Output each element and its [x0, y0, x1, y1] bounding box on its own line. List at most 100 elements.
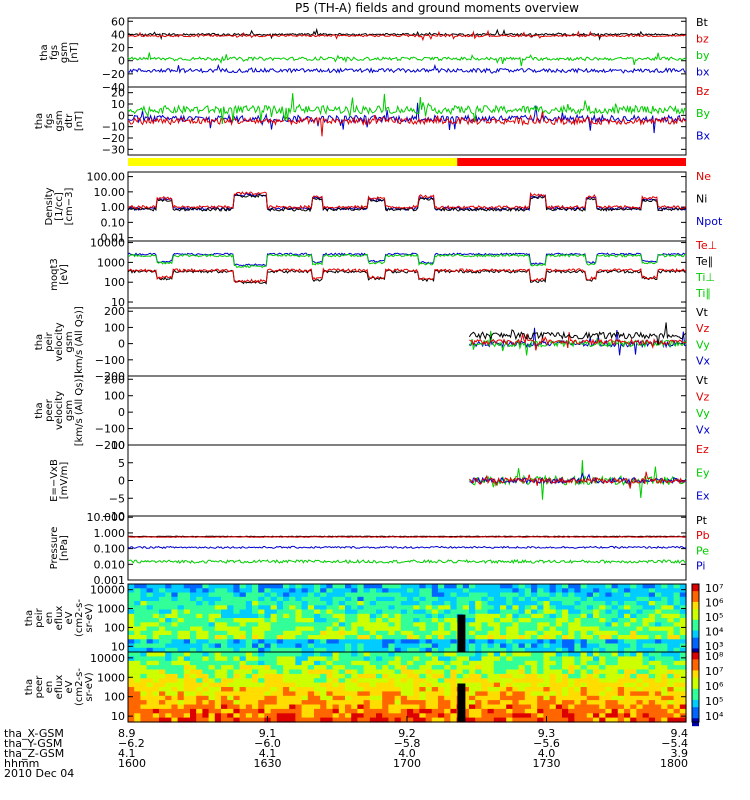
spectrogram-cell: [320, 643, 327, 649]
spectrogram-cell: [400, 682, 408, 688]
spectrogram-cell: [152, 630, 160, 636]
spectrogram-cell: [648, 643, 656, 649]
spectrogram-cell: [227, 643, 234, 649]
spectrogram-cell: [270, 660, 278, 666]
spectrogram-cell: [580, 647, 588, 653]
spectrogram-cell: [630, 669, 637, 675]
spectrogram-cell: [177, 588, 185, 594]
spectrogram-cell: [506, 647, 513, 653]
spectrogram-cell: [456, 609, 464, 615]
spectrogram-cell: [152, 613, 160, 619]
spectrogram-cell: [326, 630, 334, 636]
spectrogram-cell: [301, 717, 309, 723]
spectrogram-cell: [345, 626, 352, 632]
spectrogram-cell: [506, 700, 513, 706]
spectrogram-cell: [332, 669, 340, 675]
spectrogram-cell: [431, 630, 439, 636]
spectrogram-cell: [152, 647, 160, 653]
spectrogram-cell: [208, 652, 216, 657]
spectrogram-cell: [462, 647, 470, 653]
spectrogram-cell: [196, 601, 203, 606]
spectrogram-cell: [648, 678, 656, 684]
spectrogram-cell: [673, 601, 681, 606]
spectrogram-cell: [568, 622, 575, 628]
spectrogram-cell: [264, 592, 272, 598]
spectrogram-cell: [487, 618, 495, 623]
spectrogram-cell: [388, 713, 396, 719]
spectrogram-cell: [555, 717, 563, 723]
spectrogram-cell: [679, 687, 687, 692]
spectrogram-cell: [518, 695, 526, 701]
spectrogram-cell: [586, 691, 594, 697]
spectrogram-cell: [518, 592, 526, 598]
spectrogram-cell: [543, 626, 551, 632]
spectrogram-cell: [475, 687, 482, 692]
spectrogram-cell: [413, 613, 420, 619]
spectrogram-cell: [363, 613, 371, 619]
spectrogram-cell: [258, 682, 265, 688]
spectrogram-cell: [140, 626, 148, 632]
spectrogram-cell: [190, 647, 197, 653]
spectrogram-cell: [630, 687, 637, 692]
spectrogram-cell: [295, 704, 303, 710]
spectrogram-cell: [438, 678, 445, 684]
spectrogram-cell: [264, 682, 272, 688]
spectrogram-cell: [295, 695, 303, 701]
spectrogram-cell: [593, 678, 600, 684]
spectrogram-cell: [128, 618, 135, 623]
spectrogram-cell: [574, 660, 582, 666]
spectrogram-cell: [419, 682, 427, 688]
spectrogram-cell: [221, 647, 228, 653]
legend-entry: Ti⊥: [695, 271, 715, 284]
spectrogram-cell: [512, 613, 520, 619]
spectrogram-cell: [667, 669, 675, 675]
spectrogram-cell: [419, 592, 427, 598]
spectrogram-cell: [276, 609, 284, 615]
spectrogram-cell: [562, 618, 569, 623]
spectrogram-cell: [177, 639, 185, 645]
spectrogram-cell: [568, 635, 575, 640]
spectrogram-cell: [450, 626, 458, 632]
spectrogram-cell: [382, 592, 389, 598]
y-tick-label: −20: [102, 132, 125, 145]
spectrogram-cell: [394, 691, 402, 697]
spectrogram-cell: [630, 673, 637, 679]
spectrogram-cell: [574, 652, 582, 657]
spectrogram-cell: [128, 588, 135, 594]
spectrogram-cell: [673, 622, 681, 628]
spectrogram-cell: [624, 596, 631, 602]
spectrogram-cell: [438, 605, 445, 611]
spectrogram-cell: [599, 609, 606, 615]
spectrogram-cell: [413, 643, 420, 649]
spectrogram-cell: [301, 601, 309, 606]
spectrogram-cell: [338, 669, 346, 675]
spectrogram-cell: [469, 601, 476, 606]
spectrogram-cell: [159, 592, 166, 598]
spectrogram-cell: [555, 588, 563, 594]
spectrogram-cell: [500, 630, 507, 636]
spectrogram-cell: [419, 704, 427, 710]
spectrogram-cell: [518, 630, 526, 636]
spectrogram-cell: [425, 708, 433, 714]
spectrogram-cell: [221, 673, 228, 679]
spectrogram-cell: [196, 695, 203, 701]
spectrogram-cell: [518, 660, 526, 666]
spectrogram-cell: [171, 678, 179, 684]
spectrogram-cell: [351, 669, 358, 675]
spectrogram-cell: [456, 660, 464, 666]
spectrogram-cell: [655, 609, 662, 615]
spectrogram-cell: [487, 647, 495, 653]
spectrogram-cell: [295, 647, 303, 653]
spectrogram-cell: [258, 678, 265, 684]
spectrogram-cell: [605, 717, 613, 723]
y-axis-label: dtr: [64, 113, 75, 128]
spectrogram-cell: [549, 639, 557, 645]
spectrogram-cell: [202, 717, 210, 723]
spectrogram-cell: [196, 630, 203, 636]
spectrogram-cell: [351, 601, 358, 606]
spectrogram-cell: [134, 682, 141, 688]
spectrogram-cell: [183, 601, 191, 606]
spectrogram-cell: [227, 592, 234, 598]
spectrogram-cell: [245, 622, 253, 628]
spectrogram-cell: [444, 613, 451, 619]
